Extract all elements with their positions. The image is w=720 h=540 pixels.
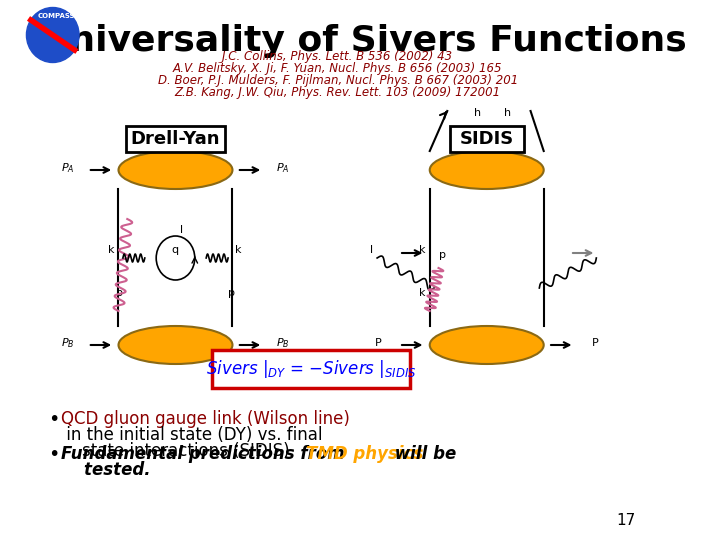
FancyBboxPatch shape — [125, 126, 225, 152]
Ellipse shape — [27, 8, 79, 63]
Text: k: k — [419, 245, 426, 255]
Text: k: k — [107, 245, 114, 255]
Text: A.V. Belitsky, X. Ji, F. Yuan, Nucl. Phys. B 656 (2003) 165: A.V. Belitsky, X. Ji, F. Yuan, Nucl. Phy… — [173, 62, 503, 75]
Ellipse shape — [430, 151, 544, 189]
Text: in the initial state (DY) vs. final: in the initial state (DY) vs. final — [60, 426, 322, 444]
Text: 17: 17 — [616, 513, 636, 528]
Text: $P_B$: $P_B$ — [276, 336, 290, 350]
Text: SIDIS: SIDIS — [459, 130, 514, 148]
FancyBboxPatch shape — [450, 126, 523, 152]
Text: l: l — [369, 245, 373, 255]
Text: p: p — [439, 250, 446, 260]
Text: tested.: tested. — [60, 461, 150, 479]
Text: Sivers $|_{DY}$ = $-$Sivers $|_{SIDIS}$: Sivers $|_{DY}$ = $-$Sivers $|_{SIDIS}$ — [206, 358, 417, 380]
Text: $P_A$: $P_A$ — [61, 161, 75, 175]
Ellipse shape — [119, 151, 233, 189]
Text: COMPASS: COMPASS — [38, 13, 76, 19]
Text: will be: will be — [390, 445, 456, 463]
Text: k: k — [419, 288, 426, 298]
Text: QCD gluon gauge link (Wilson line): QCD gluon gauge link (Wilson line) — [60, 410, 349, 428]
Text: Z.B. Kang, J.W. Qiu, Phys. Rev. Lett. 103 (2009) 172001: Z.B. Kang, J.W. Qiu, Phys. Rev. Lett. 10… — [175, 86, 500, 99]
Text: $P_B$: $P_B$ — [61, 336, 75, 350]
Text: state interactions (SIDIS).: state interactions (SIDIS). — [60, 442, 294, 460]
Text: p: p — [228, 288, 235, 298]
Text: Universality of Sivers Functions: Universality of Sivers Functions — [40, 24, 686, 58]
Text: h: h — [504, 108, 511, 118]
Text: •: • — [48, 410, 60, 429]
Text: J.C. Collins, Phys. Lett. B 536 (2002) 43: J.C. Collins, Phys. Lett. B 536 (2002) 4… — [222, 50, 454, 63]
Text: Fundamental predictions from: Fundamental predictions from — [60, 445, 350, 463]
Text: h: h — [474, 108, 481, 118]
Ellipse shape — [119, 326, 233, 364]
Text: P: P — [375, 338, 382, 348]
FancyBboxPatch shape — [212, 350, 410, 388]
Text: p: p — [116, 288, 123, 298]
Text: Drell-Yan: Drell-Yan — [131, 130, 220, 148]
Text: q: q — [171, 245, 179, 255]
Text: D. Boer, P.J. Mulders, F. Pijlman, Nucl. Phys. B 667 (2003) 201: D. Boer, P.J. Mulders, F. Pijlman, Nucl.… — [158, 74, 518, 87]
Text: $P_A$: $P_A$ — [276, 161, 289, 175]
Text: •: • — [48, 445, 60, 464]
Text: P: P — [592, 338, 599, 348]
Text: l: l — [180, 225, 183, 235]
Text: k: k — [235, 245, 242, 255]
Ellipse shape — [430, 326, 544, 364]
Text: TMD physics: TMD physics — [306, 445, 423, 463]
